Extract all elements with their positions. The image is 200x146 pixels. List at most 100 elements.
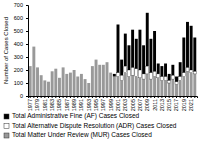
tick-mark xyxy=(183,96,184,98)
bar-series xyxy=(29,47,197,96)
bar xyxy=(106,62,109,63)
bar xyxy=(84,79,87,80)
tick xyxy=(48,96,49,98)
bar xyxy=(175,82,178,85)
bar xyxy=(131,75,134,96)
tick-label: 1991 xyxy=(78,99,84,111)
bar xyxy=(190,73,193,96)
bar xyxy=(69,73,72,96)
bar xyxy=(179,80,182,96)
tick xyxy=(194,96,195,98)
tick-label: 1985 xyxy=(56,99,62,111)
bar xyxy=(135,39,138,69)
tick-label: 1981 xyxy=(42,99,48,111)
tick-label: 1987 xyxy=(64,99,70,111)
tick-label: 1993 xyxy=(86,99,92,111)
tick: 2013 xyxy=(159,96,165,111)
tick-label: 1977 xyxy=(27,99,33,111)
tick xyxy=(33,96,34,98)
bar xyxy=(43,80,46,81)
tick-mark xyxy=(26,31,28,32)
bar xyxy=(95,59,98,60)
bar xyxy=(146,13,149,66)
tick-label: 1999 xyxy=(108,99,114,111)
bar xyxy=(171,65,174,75)
tick-label: 1995 xyxy=(93,99,99,111)
bar xyxy=(171,75,174,79)
tick-mark xyxy=(70,96,71,98)
bar xyxy=(95,59,98,60)
tick-mark xyxy=(107,96,108,98)
axis-title: Number of Cases Closed xyxy=(3,17,9,84)
tick-label: 2019 xyxy=(181,99,187,111)
tick: 300 xyxy=(14,54,28,60)
plot-area xyxy=(29,13,197,96)
tick: 500 xyxy=(14,28,28,34)
tick-mark xyxy=(30,96,31,98)
bar xyxy=(175,77,178,82)
bar xyxy=(65,73,68,74)
bar xyxy=(91,66,94,96)
tick-label: 400 xyxy=(14,41,23,47)
bar xyxy=(117,25,120,73)
tick-mark xyxy=(26,96,28,97)
bar xyxy=(157,78,160,96)
tick-label: 300 xyxy=(14,54,23,60)
legend: Total Administrative Fine (AF) Cases Clo… xyxy=(4,112,177,139)
legend-swatch xyxy=(4,114,9,119)
bar xyxy=(157,64,160,74)
bar xyxy=(54,68,57,69)
tick-mark xyxy=(99,96,100,98)
tick-mark xyxy=(158,96,159,98)
tick: 2001 xyxy=(115,96,121,111)
tick: 1989 xyxy=(71,96,77,111)
tick: 2019 xyxy=(181,96,187,111)
tick-label: 2007 xyxy=(137,99,143,111)
bar xyxy=(164,77,167,81)
tick: 2005 xyxy=(130,96,136,111)
bar xyxy=(182,77,185,97)
tick-label: 1989 xyxy=(71,99,77,111)
bar xyxy=(32,46,35,47)
tick-mark xyxy=(52,96,53,98)
tick: 2011 xyxy=(151,96,157,111)
bar xyxy=(87,83,90,84)
tick xyxy=(85,96,86,98)
bar xyxy=(153,71,156,76)
tick: 1993 xyxy=(86,96,92,111)
tick: 1987 xyxy=(64,96,70,111)
bar xyxy=(135,69,138,77)
tick-mark xyxy=(26,5,28,6)
bar xyxy=(175,84,178,96)
tick: 1999 xyxy=(108,96,114,111)
bar xyxy=(36,67,39,96)
bar xyxy=(43,80,46,96)
tick xyxy=(165,96,166,98)
tick xyxy=(136,96,137,98)
bar xyxy=(113,77,116,97)
tick-label: 100 xyxy=(14,80,23,86)
axis-line xyxy=(29,97,198,99)
tick-label: 2009 xyxy=(144,99,150,111)
axis-line xyxy=(26,6,29,97)
tick-mark xyxy=(48,96,49,98)
bar xyxy=(149,39,152,73)
bar xyxy=(58,77,61,78)
bar xyxy=(102,65,105,96)
bar xyxy=(32,46,35,47)
bar xyxy=(127,77,130,97)
bar xyxy=(164,64,167,77)
bar xyxy=(160,66,163,76)
bar xyxy=(76,76,79,77)
bar xyxy=(29,66,32,67)
tick: 400 xyxy=(14,41,28,47)
tick-mark xyxy=(55,96,56,98)
tick xyxy=(150,96,151,98)
bar xyxy=(80,73,83,74)
bar xyxy=(51,71,54,72)
bar xyxy=(164,80,167,96)
bar xyxy=(98,64,101,65)
tick-mark xyxy=(103,96,104,98)
tick-mark xyxy=(92,96,93,98)
bar xyxy=(168,83,171,96)
